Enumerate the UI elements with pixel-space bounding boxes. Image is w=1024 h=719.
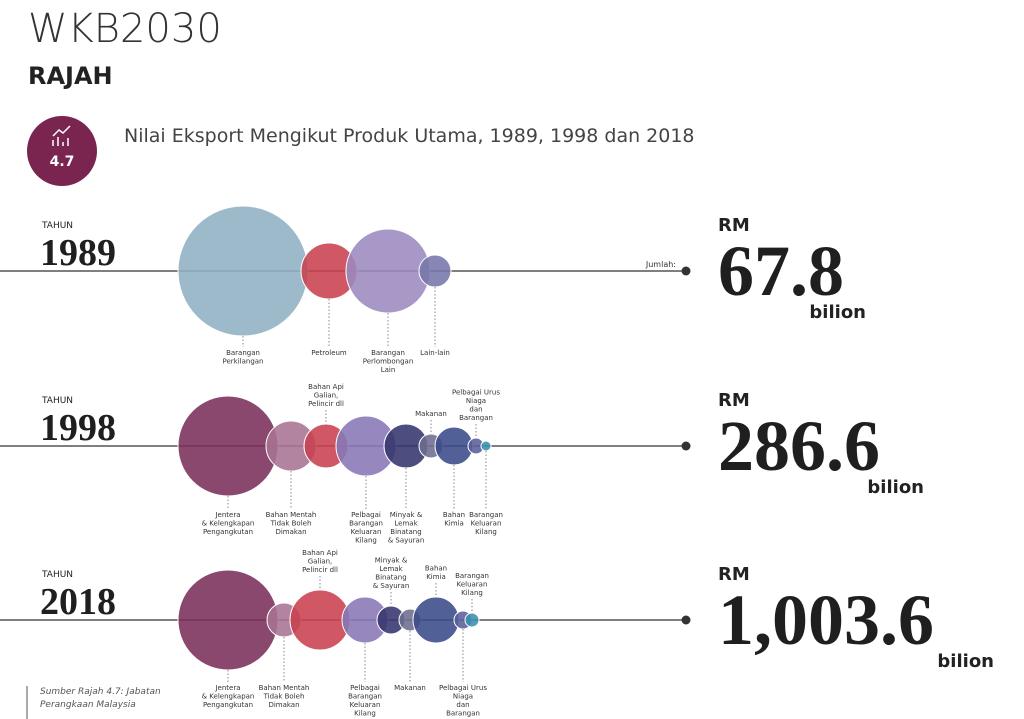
product-label: & Kelengkapan bbox=[202, 520, 255, 528]
product-label: Galian, bbox=[308, 558, 333, 566]
product-label: Perlombongan bbox=[363, 358, 414, 366]
product-label: Jentera bbox=[214, 684, 240, 692]
product-label: Makanan bbox=[394, 684, 426, 692]
product-label: Barangan bbox=[446, 710, 480, 718]
row-end bbox=[681, 266, 691, 276]
product-label: Galian, bbox=[314, 392, 339, 400]
bubble bbox=[480, 440, 492, 452]
product-label: Perkilangan bbox=[223, 358, 264, 366]
product-label: Keluaran bbox=[471, 520, 502, 528]
bubble bbox=[177, 205, 309, 337]
total: 286.6 bbox=[718, 406, 880, 486]
product-label: Keluaran bbox=[351, 528, 382, 536]
year-label: TAHUN bbox=[41, 396, 73, 406]
product-label: Lemak bbox=[379, 565, 403, 573]
product-label: Pelincir dll bbox=[308, 400, 344, 408]
figure-title: Nilai Eksport Mengikut Produk Utama, 198… bbox=[124, 125, 695, 147]
product-label: Barangan bbox=[226, 349, 260, 357]
source: Sumber Rajah 4.7: Jabatan bbox=[40, 687, 161, 697]
unit: bilion bbox=[937, 651, 994, 672]
product-label: Bahan Mentah bbox=[266, 511, 317, 519]
product-label: Kimia bbox=[426, 573, 446, 581]
product-label: Binatang bbox=[390, 528, 421, 536]
product-label: Pelbagai Urus bbox=[439, 684, 487, 692]
product-label: Binatang bbox=[375, 574, 406, 582]
total-label: Jumlah: bbox=[645, 260, 676, 269]
product-label: Pengangkutan bbox=[203, 528, 253, 536]
year: 1989 bbox=[40, 232, 116, 274]
product-label: Lemak bbox=[394, 520, 418, 528]
section: RAJAH bbox=[28, 62, 113, 90]
product-label: Barangan bbox=[371, 349, 405, 357]
product-label: dan bbox=[456, 701, 469, 709]
bubble bbox=[177, 569, 279, 671]
badge-icon bbox=[52, 125, 71, 146]
product-label: Lain bbox=[381, 366, 396, 374]
product-label: Makanan bbox=[415, 410, 447, 418]
bubble bbox=[464, 612, 480, 628]
brand: WKB2030 bbox=[28, 6, 222, 52]
product-label: Pelincir dll bbox=[302, 566, 338, 574]
product-label: Dimakan bbox=[268, 701, 299, 709]
product-label: Pelbagai bbox=[350, 684, 380, 692]
product-label: Pelbagai bbox=[351, 511, 381, 519]
product-label: & Kelengkapan bbox=[202, 693, 255, 701]
product-label: Pelbagai Urus bbox=[452, 389, 500, 397]
product-label: Tidak Boleh bbox=[263, 693, 305, 701]
year: 1998 bbox=[40, 407, 116, 449]
currency: RM bbox=[718, 564, 750, 585]
total: 67.8 bbox=[718, 231, 844, 311]
product-label: Barangan bbox=[348, 693, 382, 701]
product-label: Bahan Mentah bbox=[259, 684, 310, 692]
product-label: Keluaran bbox=[350, 701, 381, 709]
product-label: Dimakan bbox=[275, 528, 306, 536]
product-label: Barangan bbox=[455, 572, 489, 580]
product-label: Niaga bbox=[453, 693, 473, 701]
product-label: Barangan bbox=[459, 414, 493, 422]
bubble bbox=[289, 589, 351, 651]
product-label: Petroleum bbox=[311, 349, 347, 357]
product-label: & Sayuran bbox=[388, 537, 425, 545]
product-label: Kilang bbox=[475, 528, 497, 536]
product-label: Minyak & bbox=[390, 511, 423, 519]
currency: RM bbox=[718, 215, 750, 236]
unit: bilion bbox=[867, 477, 924, 498]
product-label: Bahan bbox=[425, 565, 447, 573]
bubble bbox=[434, 426, 474, 466]
product-label: Bahan bbox=[443, 511, 465, 519]
product-label: Barangan bbox=[349, 520, 383, 528]
product-label: Minyak & bbox=[375, 557, 408, 565]
year: 2018 bbox=[40, 581, 116, 623]
product-label: Niaga bbox=[466, 397, 486, 405]
product-label: Lain-lain bbox=[420, 349, 450, 357]
product-label: Kimia bbox=[444, 520, 464, 528]
bubble bbox=[418, 254, 452, 288]
source: Perangkaan Malaysia bbox=[40, 700, 136, 710]
row-end bbox=[681, 615, 691, 625]
product-label: dan bbox=[469, 406, 482, 414]
bubble bbox=[412, 596, 460, 644]
product-label: Kilang bbox=[354, 710, 376, 718]
currency: RM bbox=[718, 390, 750, 411]
product-label: Bahan Api bbox=[302, 549, 338, 557]
bubble bbox=[177, 395, 279, 497]
figure-number: 4.7 bbox=[50, 154, 75, 170]
row-end bbox=[681, 441, 691, 451]
product-label: Bahan Api bbox=[308, 383, 344, 391]
product-label: Jentera bbox=[214, 511, 240, 519]
product-label: Barangan bbox=[469, 511, 503, 519]
product-label: Kilang bbox=[355, 537, 377, 545]
figure-badge bbox=[27, 116, 97, 186]
product-label: Tidak Boleh bbox=[270, 520, 312, 528]
year-label: TAHUN bbox=[41, 570, 73, 580]
bubble bbox=[345, 228, 431, 314]
product-label: Kilang bbox=[461, 589, 483, 597]
product-label: & Sayuran bbox=[373, 582, 410, 590]
product-label: Pengangkutan bbox=[203, 701, 253, 709]
total: 1,003.6 bbox=[718, 580, 934, 660]
product-label: Keluaran bbox=[457, 581, 488, 589]
year-label: TAHUN bbox=[41, 221, 73, 231]
unit: bilion bbox=[809, 302, 866, 323]
